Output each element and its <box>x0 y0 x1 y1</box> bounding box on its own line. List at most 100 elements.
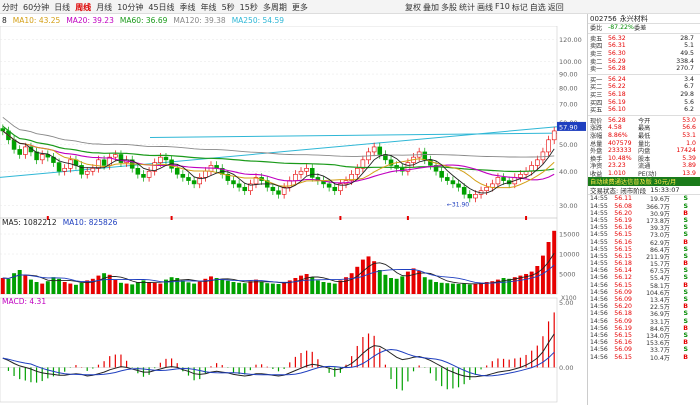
volume-bar <box>484 282 489 294</box>
candle-body <box>236 183 242 188</box>
volume-bar <box>51 277 56 294</box>
tick-price: 56.15 <box>614 252 632 260</box>
order-volume: 28.7 <box>680 34 694 42</box>
period-tab[interactable]: 周线 <box>75 3 92 12</box>
event-marker[interactable] <box>525 216 528 220</box>
tool-button[interactable]: 多股 <box>441 3 457 12</box>
tool-button[interactable]: 统计 <box>459 3 475 12</box>
event-marker[interactable] <box>339 216 342 220</box>
period-tab[interactable]: 60分钟 <box>23 3 50 12</box>
candle-body <box>135 167 141 175</box>
quote-label: 涨幅 <box>590 133 603 140</box>
price-tick-label: 120.00 <box>559 36 582 44</box>
legend-item: MA10: 43.25 <box>12 15 61 25</box>
tick-row: 14:56 56.15 10.4万 B <box>588 353 700 361</box>
period-tab[interactable]: 日线 <box>54 3 71 12</box>
period-tab[interactable]: 多周期 <box>262 3 287 12</box>
tick-time: 14:55 <box>590 195 608 203</box>
tool-button[interactable]: F10 <box>495 2 510 11</box>
volume-bar <box>327 282 332 294</box>
order-row[interactable]: 买五 56.10 6.2 <box>588 106 700 113</box>
volume-bar <box>259 281 264 294</box>
volume-bar <box>152 282 157 294</box>
volume-bar <box>0 278 5 294</box>
candle-body <box>79 165 84 175</box>
order-row[interactable]: 卖五 56.32 28.7 <box>588 34 700 42</box>
subscription-notice[interactable]: 自动续费通达信普及版 30元/月 <box>588 177 700 187</box>
event-marker[interactable] <box>46 216 49 220</box>
volume-bar <box>321 282 326 294</box>
tick-flag: S <box>683 274 688 282</box>
tick-time: 14:56 <box>590 296 608 303</box>
order-row[interactable]: 卖一 56.28 270.7 <box>588 65 700 72</box>
order-level: 买三 <box>590 92 603 99</box>
volume-bar <box>276 284 281 294</box>
period-tab[interactable]: 15秒 <box>239 3 258 12</box>
quote-label: 内盘 <box>638 148 651 155</box>
trend-line[interactable] <box>149 132 558 139</box>
tool-button[interactable]: 标记 <box>511 3 528 12</box>
order-row[interactable]: 卖三 56.30 49.5 <box>588 50 700 57</box>
period-tab[interactable]: 年线 <box>200 3 217 12</box>
order-row[interactable]: 买四 56.19 5.6 <box>588 98 700 106</box>
order-level: 卖四 <box>590 43 603 50</box>
macd-tick-label: 5.00 <box>559 299 573 307</box>
quote-value: 233333 <box>608 147 632 155</box>
order-ratio: 委比 -87.22% 委差 <box>588 24 700 31</box>
candle-body <box>309 167 315 178</box>
event-marker[interactable] <box>406 216 409 220</box>
volume-bar <box>338 280 343 294</box>
volume-bar <box>450 283 455 294</box>
volume-bar <box>304 274 309 294</box>
tick-volume: 62.9万 <box>650 239 670 246</box>
candle-body <box>96 159 101 169</box>
order-volume: 5.1 <box>684 42 694 50</box>
volume-bar <box>102 273 107 294</box>
volume-bar <box>107 274 112 294</box>
order-row[interactable]: 买三 56.18 29.8 <box>588 91 700 99</box>
tool-button[interactable]: 自选 <box>529 3 546 12</box>
tick-price: 56.08 <box>614 202 632 210</box>
volume-bar <box>40 283 45 294</box>
tick-row: 14:56 56.15 58.1万 B <box>588 282 700 289</box>
quote-label: PE(动) <box>638 170 657 178</box>
tick-list[interactable]: 14:55 56.11 19.6万 S 14:55 56.08 366.7万 S 14:55 56… <box>588 195 700 360</box>
volume-bar <box>164 279 168 294</box>
candle-body <box>0 128 6 132</box>
tool-button[interactable]: 画线 <box>477 3 493 12</box>
volume-bar <box>400 276 405 294</box>
period-tab[interactable]: 更多 <box>291 3 308 12</box>
tick-price: 56.18 <box>614 260 632 268</box>
period-tab[interactable]: 季线 <box>179 3 196 12</box>
kline-chart[interactable]: 120.00100.0090.0080.0070.0060.0050.0040.… <box>0 26 586 405</box>
volume-bar <box>175 278 180 294</box>
order-row[interactable]: 卖四 56.31 5.1 <box>588 42 700 50</box>
period-tab[interactable]: 分时 <box>2 3 18 12</box>
volume-bar <box>57 278 62 294</box>
quote-row: 换手 10.48% 股本 5.39 <box>588 155 700 162</box>
candle-body <box>439 170 444 178</box>
period-tab[interactable]: 10分钟 <box>117 3 144 12</box>
quote-panel: 002756 永兴材料 委比 -87.22% 委差 卖五 56.32 28.7 卖四 56.… <box>587 14 700 405</box>
volume-bar <box>158 283 163 294</box>
tool-button[interactable]: 复权 <box>405 3 421 12</box>
period-tab[interactable]: 45日线 <box>148 3 175 12</box>
order-row[interactable]: 买二 56.22 6.7 <box>588 83 700 90</box>
order-row[interactable]: 卖二 56.29 338.4 <box>588 57 700 65</box>
volume-bar <box>552 230 557 294</box>
order-price: 56.19 <box>608 98 626 106</box>
tick-row: 14:55 56.08 366.7万 S <box>588 202 700 210</box>
tick-time: 14:55 <box>590 209 608 217</box>
volume-bar <box>473 283 478 294</box>
event-marker[interactable] <box>170 216 173 220</box>
tick-volume: 58.1万 <box>650 282 670 289</box>
tick-row: 14:55 56.16 39.3万 S <box>588 224 700 231</box>
period-tab[interactable]: 5秒 <box>221 3 235 12</box>
period-tab[interactable]: 月线 <box>96 3 113 12</box>
tick-volume: 86.4万 <box>650 246 670 253</box>
tool-button[interactable]: 返回 <box>547 3 564 12</box>
quote-row: 总量 407579 量比 1.0 <box>588 139 700 147</box>
order-row[interactable]: 买一 56.24 3.4 <box>588 76 700 83</box>
candle-body <box>197 177 203 185</box>
tool-button[interactable]: 叠加 <box>423 3 439 12</box>
